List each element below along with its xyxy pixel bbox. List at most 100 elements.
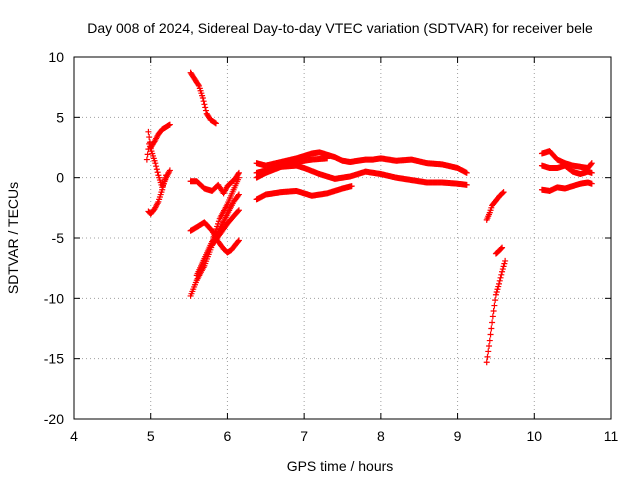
series-arc-s — [538, 179, 595, 194]
data-point — [499, 266, 506, 273]
axis-ticks: 4 5 6 7 8 9 10 11 10 5 0 -5 -10 -15 -20 — [44, 49, 619, 444]
data-point — [483, 359, 490, 366]
y-tick-label: -10 — [44, 290, 64, 306]
data-point — [499, 189, 506, 196]
data-point — [199, 95, 206, 102]
series-arc-l — [253, 183, 355, 203]
data-point — [146, 134, 153, 141]
x-axis-label: GPS time / hours — [287, 458, 394, 474]
data-point — [143, 156, 150, 163]
data-point — [195, 81, 202, 88]
data-point — [484, 353, 491, 360]
data-point — [502, 257, 509, 264]
data-point — [491, 302, 498, 309]
data-point — [154, 169, 161, 176]
data-point — [159, 183, 166, 190]
y-tick-label: 10 — [48, 49, 64, 65]
data-point — [492, 297, 499, 304]
data-point — [348, 183, 355, 190]
data-point — [498, 271, 505, 278]
data-point — [588, 160, 595, 167]
data-point — [488, 325, 495, 332]
x-tick-label: 7 — [300, 428, 308, 444]
data-point — [235, 191, 242, 198]
data-points — [143, 69, 595, 366]
data-point — [487, 331, 494, 338]
data-point — [144, 151, 151, 158]
data-point — [324, 155, 331, 162]
data-point — [486, 342, 493, 349]
series-arc-o — [492, 244, 506, 257]
data-point — [490, 308, 497, 315]
grid — [74, 57, 611, 419]
data-point — [494, 286, 501, 293]
data-point — [152, 160, 159, 167]
data-point — [486, 337, 493, 344]
data-point — [235, 237, 242, 244]
data-point — [499, 268, 506, 275]
data-point — [588, 180, 595, 187]
data-point — [200, 98, 207, 105]
data-point — [500, 263, 507, 270]
series-arc-r — [538, 162, 595, 178]
data-point — [201, 101, 208, 108]
chart-title: Day 008 of 2024, Sidereal Day-to-day VTE… — [87, 20, 593, 36]
data-point — [212, 120, 219, 127]
x-tick-label: 5 — [147, 428, 155, 444]
data-point — [235, 208, 242, 215]
data-point — [500, 189, 507, 196]
data-point — [588, 161, 595, 168]
y-tick-label: 5 — [56, 109, 64, 125]
data-point — [501, 260, 508, 267]
data-point — [235, 171, 242, 178]
x-tick-label: 9 — [454, 428, 462, 444]
x-tick-label: 8 — [377, 428, 385, 444]
data-point — [166, 167, 173, 174]
series-arc-k — [253, 162, 470, 188]
y-tick-label: -20 — [44, 411, 64, 427]
data-point — [495, 280, 502, 287]
data-point — [498, 245, 505, 252]
data-point — [145, 128, 152, 135]
y-tick-label: -5 — [52, 230, 65, 246]
data-point — [495, 283, 502, 290]
data-point — [588, 169, 595, 176]
series-arc-d — [187, 69, 219, 127]
y-tick-label: -15 — [44, 351, 64, 367]
data-point — [496, 277, 503, 284]
data-point — [463, 181, 470, 188]
data-point — [485, 348, 492, 355]
x-tick-label: 4 — [70, 428, 78, 444]
x-tick-label: 10 — [526, 428, 542, 444]
series-arc-g — [187, 207, 242, 299]
series-arc-b — [143, 140, 173, 191]
data-point — [499, 244, 506, 251]
data-point — [235, 207, 242, 214]
data-point — [489, 313, 496, 320]
series-arc-m — [253, 155, 331, 181]
data-point — [160, 180, 167, 187]
data-point — [153, 163, 160, 170]
series-arc-i — [210, 174, 242, 240]
data-point — [163, 172, 170, 179]
y-tick-label: 0 — [56, 170, 64, 186]
data-point — [202, 107, 209, 114]
data-point — [212, 119, 219, 126]
series-arc-j — [253, 149, 470, 176]
data-point — [497, 274, 504, 281]
data-point — [489, 319, 496, 326]
data-point — [463, 169, 470, 176]
data-point — [235, 238, 242, 245]
data-point — [493, 288, 500, 295]
data-point — [235, 192, 242, 199]
data-point — [235, 174, 242, 181]
series-arc-n — [483, 189, 507, 223]
data-point — [159, 186, 166, 193]
series-arc-f — [187, 219, 242, 256]
data-point — [202, 104, 209, 111]
data-point — [492, 291, 499, 298]
data-point — [166, 121, 173, 128]
series-arc-h — [193, 191, 242, 279]
y-axis-label: SDTVAR / TECUs — [5, 182, 21, 294]
